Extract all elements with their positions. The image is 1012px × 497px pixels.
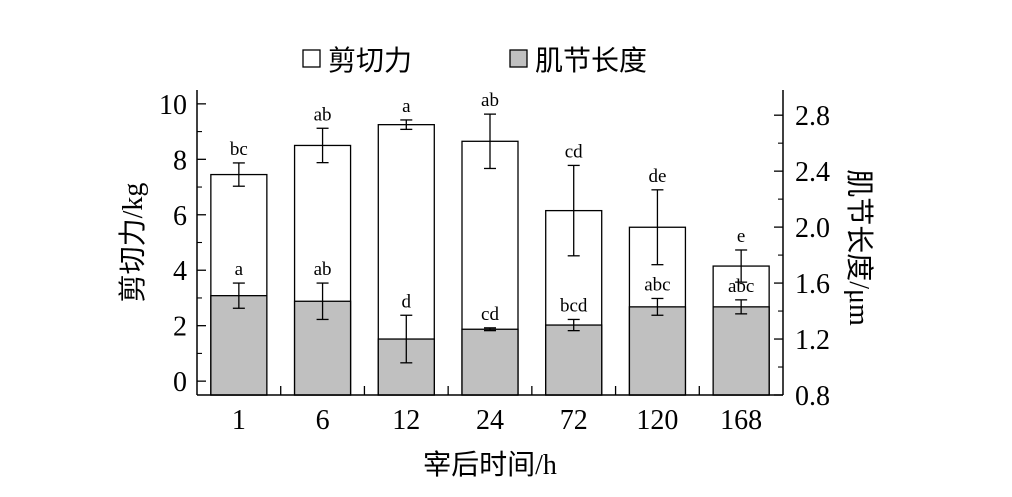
x-tick-label: 12 [392,405,420,436]
x-tick-label: 1 [232,405,246,436]
significance-label-sarcomere-length: ab [314,259,332,280]
left-axis-title: 剪切力/kg [117,183,149,303]
legend-label: 肌节长度 [535,45,647,77]
bar-sarcomere-length [712,306,770,396]
significance-label-shear-force: a [402,96,411,117]
significance-label-shear-force: cd [565,141,583,162]
legend-swatch [509,49,528,68]
significance-label-shear-force: e [737,226,745,247]
significance-label-shear-force: bc [230,139,248,160]
left-tick-label: 8 [173,145,187,176]
significance-label-sarcomere-length: abc [728,276,754,297]
right-tick-label: 1.2 [795,325,830,356]
x-tick-label: 24 [476,405,504,436]
significance-label-sarcomere-length: d [402,291,412,312]
x-axis-title: 宰后时间/h [423,449,557,481]
left-tick-label: 2 [173,312,187,343]
right-tick-label: 2.8 [795,101,830,132]
bar-sarcomere-length [461,328,519,396]
bar-sarcomere-length [545,324,603,396]
legend-label: 剪切力 [328,45,412,77]
significance-label-shear-force: ab [481,90,499,111]
right-tick-label: 1.6 [795,269,830,300]
right-tick-label: 2.0 [795,213,830,244]
left-tick-label: 10 [159,90,187,121]
significance-label-sarcomere-length: abc [644,274,670,295]
right-axis-title: 肌节长度/μm [843,169,875,326]
significance-label-shear-force: de [648,166,666,187]
right-tick-label: 0.8 [795,381,830,412]
significance-label-sarcomere-length: a [235,259,244,280]
bar-sarcomere-length [210,295,268,396]
x-tick-label: 72 [560,405,588,436]
legend-swatch [302,49,321,68]
significance-label-sarcomere-length: cd [481,304,499,325]
x-tick-label: 120 [636,405,678,436]
left-tick-label: 6 [173,201,187,232]
significance-label-sarcomere-length: bcd [560,295,588,316]
bar-sarcomere-length [628,306,687,396]
right-tick-label: 2.4 [795,157,830,188]
left-tick-label: 0 [173,367,187,398]
x-tick-label: 6 [316,405,330,436]
significance-label-shear-force: ab [314,104,332,125]
x-tick-label: 168 [720,405,762,436]
left-tick-label: 4 [173,256,187,287]
